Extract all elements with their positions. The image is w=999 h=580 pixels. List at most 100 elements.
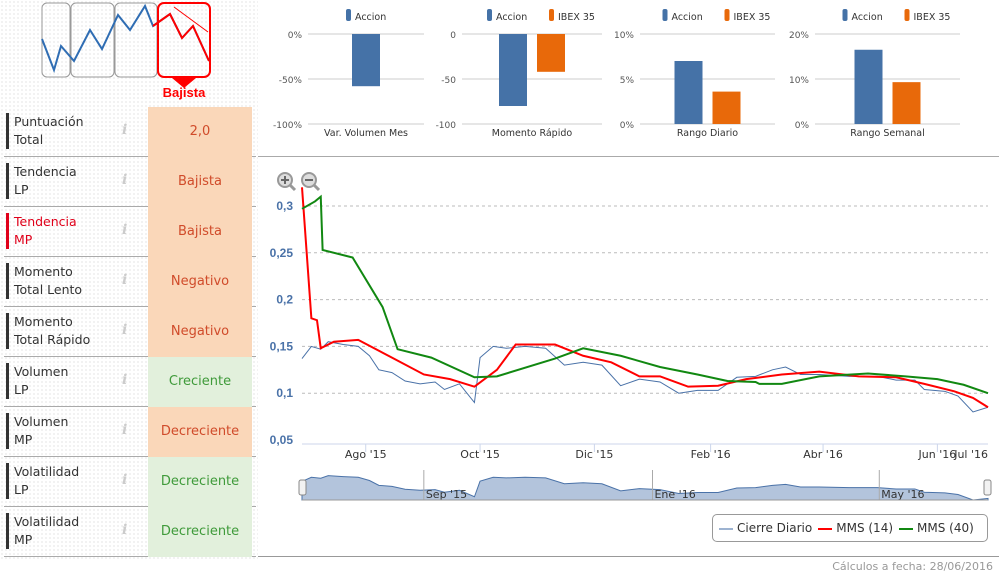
- info-icon[interactable]: i: [122, 222, 128, 238]
- x-tick-label: Abr '16: [803, 448, 843, 461]
- info-icon[interactable]: i: [122, 322, 128, 338]
- indicator-label: Momento Total Lento: [6, 263, 82, 299]
- legend-swatch: [842, 9, 848, 21]
- y-tick-label: 0,3: [276, 199, 293, 213]
- bar-ibex-35[interactable]: [712, 91, 741, 124]
- series-mms-14-[interactable]: [301, 187, 989, 409]
- info-icon[interactable]: i: [122, 172, 128, 188]
- zoom-controls: [277, 172, 320, 192]
- legend-mms40[interactable]: MMS (40): [899, 521, 974, 535]
- bar-accion[interactable]: [352, 34, 380, 87]
- trend-widget: [41, 2, 211, 88]
- legend-swatch: [549, 9, 554, 21]
- legend-label[interactable]: Accion: [496, 12, 527, 23]
- x-tick-label: Feb '16: [691, 448, 731, 461]
- indicator-value: Negativo: [148, 307, 252, 357]
- info-icon[interactable]: i: [122, 422, 128, 438]
- indicator-row[interactable]: Tendencia LP i Bajista: [4, 157, 256, 207]
- indicator-row[interactable]: Volatilidad LP i Decreciente: [4, 457, 256, 507]
- label-line-2: MP: [14, 432, 33, 447]
- tick-label: 0%: [288, 31, 303, 41]
- indicator-row[interactable]: Momento Total Rápido i Negativo: [4, 307, 256, 357]
- legend-label[interactable]: IBEX 35: [914, 12, 951, 23]
- zoom-out-icon[interactable]: [301, 172, 320, 192]
- indicator-row[interactable]: Puntuación Total i 2,0: [4, 107, 256, 157]
- down-arrow-icon: [173, 6, 209, 33]
- label-line-2: MP: [14, 532, 33, 547]
- label-line-2: LP: [14, 482, 29, 497]
- legend-label[interactable]: Accion: [355, 12, 386, 23]
- navigator-label: Sep '15: [426, 488, 467, 501]
- y-tick-label: 0,2: [276, 293, 293, 307]
- label-line-1: Volatilidad: [14, 464, 80, 479]
- tick-label: 10%: [789, 76, 809, 86]
- x-tick-label: Jul '16: [953, 448, 988, 461]
- legend-cierre[interactable]: Cierre Diario: [719, 521, 812, 535]
- indicator-row[interactable]: Volumen LP i Creciente: [4, 357, 256, 407]
- y-tick-label: 0,05: [270, 433, 294, 447]
- indicator-panel: Bajista Puntuación Total i 2,0 Tendencia LP…: [0, 0, 258, 560]
- trend-box-2[interactable]: [70, 2, 115, 78]
- mini-bar-chart: 10% 5% 0% Accion IBEX 35 Rango Diario: [614, 9, 775, 139]
- tick-label: 0%: [620, 121, 635, 131]
- navigator-label: May '16: [881, 488, 924, 501]
- label-line-1: Tendencia: [14, 164, 77, 179]
- bar-accion[interactable]: [854, 49, 883, 124]
- series-mms-40-[interactable]: [301, 194, 989, 395]
- info-icon[interactable]: i: [122, 272, 128, 288]
- indicator-value: Creciente: [148, 357, 252, 407]
- trend-label: Bajista: [162, 85, 206, 100]
- label-line-1: Momento: [14, 314, 73, 329]
- label-line-2: Total: [14, 132, 44, 147]
- tick-label: -100%: [273, 121, 302, 131]
- divider: [258, 156, 999, 157]
- indicator-row[interactable]: Tendencia MP i Bajista: [4, 207, 256, 257]
- y-tick-label: 0,25: [270, 246, 294, 260]
- info-icon[interactable]: i: [122, 372, 128, 388]
- info-icon[interactable]: i: [122, 472, 128, 488]
- legend-label[interactable]: IBEX 35: [734, 12, 771, 23]
- navigator-series: [301, 475, 989, 501]
- legend-swatch: [346, 9, 351, 21]
- bar-ibex-35[interactable]: [892, 82, 921, 124]
- tick-label: 10%: [614, 31, 634, 41]
- navigator-handle-right[interactable]: [983, 479, 992, 496]
- indicator-value: Decreciente: [148, 457, 252, 507]
- tick-label: 20%: [789, 31, 809, 41]
- bar-accion[interactable]: [499, 34, 527, 106]
- label-line-1: Volumen: [14, 364, 69, 379]
- navigator-handle-left[interactable]: [298, 479, 307, 496]
- tick-label: -100: [436, 121, 457, 131]
- legend-swatch: [724, 9, 730, 21]
- tick-label: -50: [441, 76, 456, 86]
- price-chart[interactable]: 0,3 0,25 0,2 0,15 0,1 0,05 Ago '15 Oct '15 Dic '…: [0, 0, 999, 515]
- trend-box-bajista[interactable]: [157, 2, 211, 78]
- zoom-in-icon[interactable]: [277, 172, 297, 192]
- bar-accion[interactable]: [674, 61, 703, 124]
- chart-legend: Cierre Diario MMS (14) MMS (40): [712, 514, 988, 542]
- bar-ibex-35[interactable]: [537, 34, 565, 72]
- calc-date: Cálculos a fecha: 28/06/2016: [832, 560, 993, 573]
- legend-label[interactable]: IBEX 35: [558, 12, 595, 23]
- info-icon[interactable]: i: [122, 122, 128, 138]
- mini-bar-chart: 20% 10% 0% Accion IBEX 35 Rango Semanal: [789, 9, 960, 139]
- legend-label[interactable]: Accion: [672, 12, 703, 23]
- indicator-row[interactable]: Volumen MP i Decreciente: [4, 407, 256, 457]
- label-line-1: Volatilidad: [14, 514, 80, 529]
- x-tick-label: Oct '15: [460, 448, 500, 461]
- indicator-row[interactable]: Volatilidad MP i Decreciente: [4, 507, 256, 557]
- legend-mms14[interactable]: MMS (14): [818, 521, 893, 535]
- indicator-label: Volumen LP: [6, 363, 68, 399]
- info-icon[interactable]: i: [122, 522, 128, 538]
- mini-bar-chart: 0% -50% -100% Accion Var. Volumen Mes: [273, 9, 424, 139]
- y-tick-label: 0,1: [276, 386, 293, 400]
- x-tick-label: Ago '15: [345, 448, 387, 461]
- indicator-label: Volatilidad LP: [6, 463, 79, 499]
- trend-sparkline-down: [152, 12, 210, 62]
- label-line-2: Total Rápido: [14, 332, 91, 347]
- legend-label[interactable]: Accion: [852, 12, 883, 23]
- tick-label: 0%: [795, 121, 810, 131]
- indicator-row[interactable]: Momento Total Lento i Negativo: [4, 257, 256, 307]
- legend-swatch: [818, 527, 833, 530]
- tick-label: -50%: [279, 76, 303, 86]
